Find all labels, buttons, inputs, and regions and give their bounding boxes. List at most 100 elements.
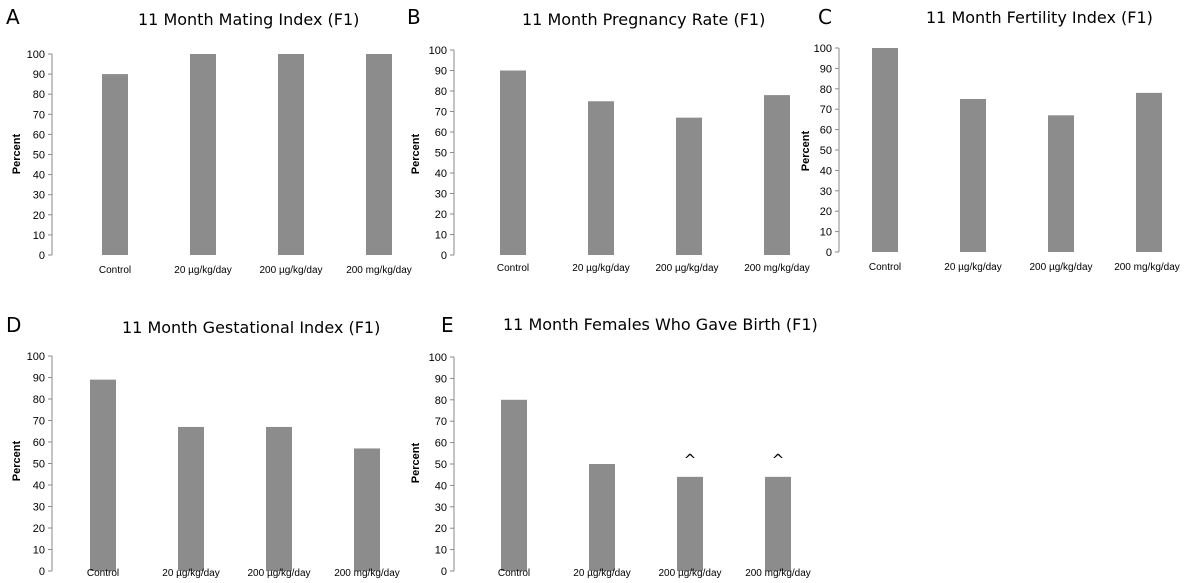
bar-chart: 0 10 20 30 40 50 60 70 80 90 100 Control 20 µg/kg/da… [27,351,400,579]
y-tick-label: 30 [435,502,447,514]
bar-chart: 0 10 20 30 40 50 60 70 80 90 100 Control 20 µg/kg/da… [27,49,412,276]
y-tick-label: 60 [33,129,45,141]
y-tick-label: 100 [27,49,45,61]
y-tick-label: 70 [435,416,447,428]
panel-a: A 11 Month Mating Index (F1) Percent 0 10… [0,0,412,290]
bar [278,54,304,255]
x-tick-label: Control [869,262,901,273]
bar [588,101,614,255]
y-tick-label: 90 [435,66,447,78]
x-tick-label: 200 µg/kg/day [247,568,310,579]
y-tick-label: 60 [33,437,45,449]
panel-d: D 11 Month Gestational Index (F1) Percen… [0,305,400,583]
panel-letter: D [6,313,22,337]
y-tick-label: 40 [820,165,832,177]
bar [764,95,790,255]
y-tick-label: 70 [33,416,45,428]
bar [178,426,204,571]
y-tick-label: 20 [820,206,832,218]
bar [1136,92,1162,252]
y-tick-label: 80 [33,89,45,101]
y-tick-label: 80 [435,395,447,407]
x-tick-label: 200 mg/kg/day [745,568,811,579]
y-tick-label: 10 [33,230,45,242]
bar [190,54,216,255]
y-tick-label: 0 [441,566,447,578]
bar [765,476,791,571]
bar [872,48,898,252]
y-tick-label: 60 [820,125,832,137]
bar [90,379,116,571]
panel-c: C 11 Month Fertility Index (F1) Percent … [796,0,1193,290]
y-tick-label: 60 [435,127,447,139]
bar [500,70,526,255]
y-tick-label: 90 [33,373,45,385]
bar-chart: 0 10 20 30 40 50 60 70 80 90 100 Control 20 µg/kg/da… [429,45,810,274]
y-tick-label: 50 [435,459,447,471]
y-tick-label: 70 [33,109,45,121]
x-tick-label: 200 mg/kg/day [346,265,412,276]
y-tick-label: 70 [435,107,447,119]
x-tick-label: 200 mg/kg/day [744,263,810,274]
bar [677,476,703,571]
x-tick-label: 20 µg/kg/day [944,262,1001,273]
y-tick-label: 90 [435,373,447,385]
y-tick-label: 10 [435,230,447,242]
x-tick-label: Control [99,265,131,276]
y-tick-label: 20 [33,210,45,222]
bar [676,117,702,256]
panel-e: E 11 Month Females Who Gave Birth (F1) P… [398,305,838,583]
x-tick-label: 20 µg/kg/day [573,568,630,579]
bar [102,74,128,255]
x-tick-label: 200 µg/kg/day [1029,262,1092,273]
panel-letter: B [407,5,421,29]
bar [960,99,986,252]
y-tick-label: 40 [33,480,45,492]
y-tick-label: 60 [435,438,447,450]
x-tick-label: Control [87,568,119,579]
y-tick-label: 50 [33,150,45,162]
y-tick-label: 40 [33,170,45,182]
x-tick-label: 20 µg/kg/day [162,568,219,579]
panel-b: B 11 Month Pregnancy Rate (F1) Percent 0… [398,0,810,290]
x-tick-label: 200 µg/kg/day [658,568,721,579]
x-tick-label: 200 µg/kg/day [259,265,322,276]
panel-letter: A [6,5,20,29]
y-tick-label: 100 [27,351,45,363]
y-tick-label: 10 [33,545,45,557]
y-tick-label: 20 [33,523,45,535]
y-tick-label: 10 [435,545,447,557]
y-tick-label: 100 [814,43,832,55]
x-tick-label: 200 µg/kg/day [655,263,718,274]
significance-marker: ^ [684,451,697,469]
y-tick-label: 20 [435,209,447,221]
y-tick-label: 30 [33,502,45,514]
y-tick-label: 80 [33,394,45,406]
y-tick-label: 30 [820,186,832,198]
y-tick-label: 100 [429,45,447,57]
y-tick-label: 70 [820,104,832,116]
y-tick-label: 0 [826,247,832,259]
bar [366,54,392,255]
y-tick-label: 40 [435,480,447,492]
bar [501,399,527,571]
x-tick-label: Control [498,568,530,579]
y-tick-label: 90 [33,69,45,81]
chart-title: 11 Month Fertility Index (F1) [926,8,1153,27]
y-tick-label: 0 [441,250,447,262]
y-tick-label: 10 [820,227,832,239]
x-tick-label: 200 mg/kg/day [334,568,400,579]
y-tick-label: 30 [435,189,447,201]
y-tick-label: 100 [429,352,447,364]
bar [354,448,380,571]
y-tick-label: 50 [435,148,447,160]
x-tick-label: 20 µg/kg/day [572,263,629,274]
bar [266,426,292,571]
panel-letter: C [818,5,832,29]
x-tick-label: 20 µg/kg/day [174,265,231,276]
chart-title: 11 Month Pregnancy Rate (F1) [522,10,766,29]
y-tick-label: 30 [33,190,45,202]
y-tick-label: 0 [39,566,45,578]
y-tick-label: 90 [820,63,832,75]
panel-letter: E [441,313,454,337]
